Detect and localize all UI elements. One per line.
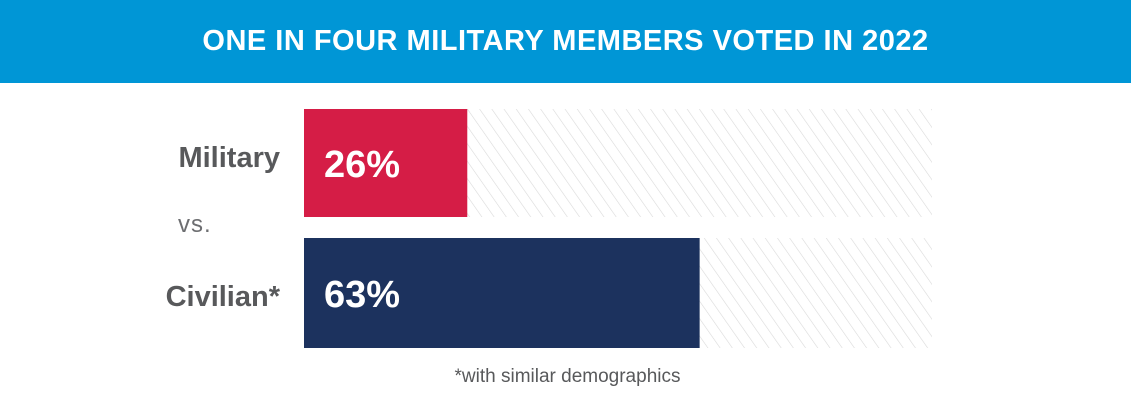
header-banner: ONE IN FOUR MILITARY MEMBERS VOTED IN 20… [0, 0, 1131, 83]
bar-value-label-1: 63% [324, 274, 400, 316]
bar-1 [304, 238, 700, 348]
footnote: *with similar demographics [0, 366, 1131, 388]
chart-title: ONE IN FOUR MILITARY MEMBERS VOTED IN 20… [202, 25, 929, 57]
versus-label: vs. [178, 211, 212, 238]
category-label-civilian: Civilian* [165, 281, 280, 313]
bar-0 [304, 109, 468, 217]
footnote-text: *with similar demographics [454, 366, 681, 387]
category-label-military: Military [178, 142, 280, 174]
bar-value-label-0: 26% [324, 144, 400, 186]
